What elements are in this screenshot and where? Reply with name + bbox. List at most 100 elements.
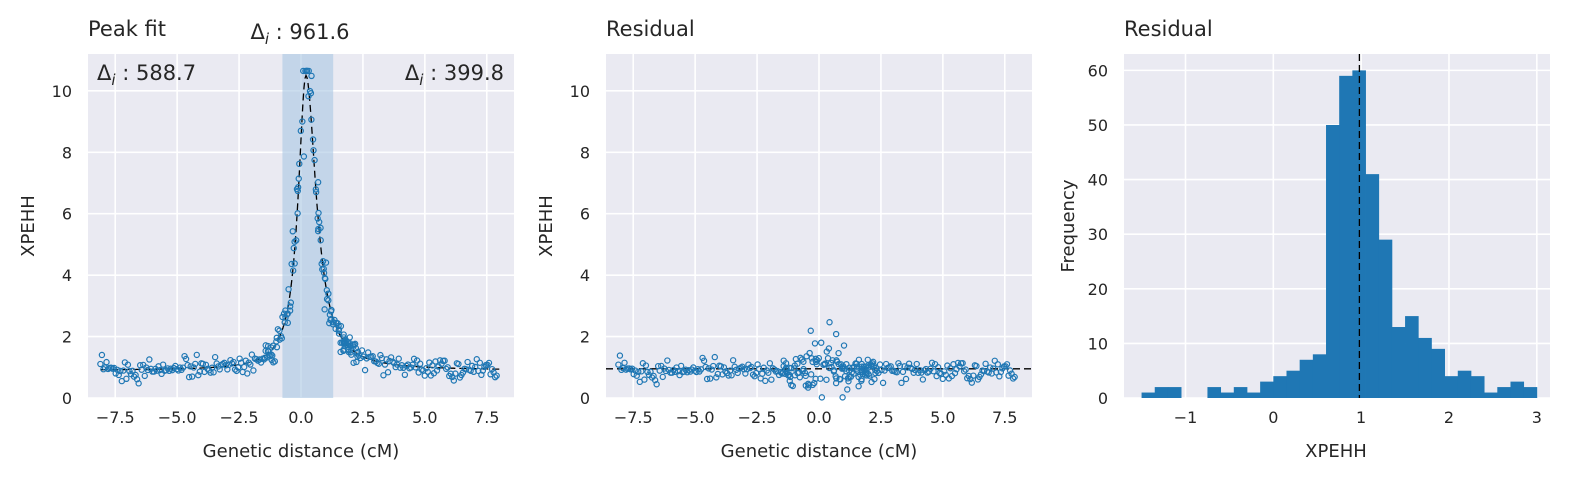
residual-histogram-panel: −1 0 1 2 3 0 10 20 30 40 50 60 Residual XPEHH Freq… <box>1058 17 1550 462</box>
data-point <box>233 367 240 375</box>
residual-scatter-x-ticks: −7.5 −5.0 −2.5 0.0 2.5 5.0 7.5 <box>614 408 1018 427</box>
histogram-bar <box>1431 348 1445 398</box>
data-point <box>184 361 191 369</box>
data-point <box>429 362 436 369</box>
data-point <box>444 364 451 371</box>
data-point <box>141 372 148 380</box>
x-tick-label: 7.5 <box>474 408 499 427</box>
residual-point <box>939 375 946 383</box>
residual-point <box>633 372 640 379</box>
residual-point <box>973 362 980 370</box>
data-point <box>452 370 459 377</box>
delta-annotation-right: Δi : 399.8 <box>405 61 504 89</box>
data-point <box>410 355 418 363</box>
data-point <box>285 286 292 293</box>
residual-point <box>807 327 814 334</box>
data-point <box>320 269 328 277</box>
residual-point <box>858 375 865 383</box>
residual-point <box>865 362 872 369</box>
residual-point <box>855 356 863 364</box>
residual-point <box>1011 373 1018 381</box>
residual-point <box>791 372 799 379</box>
data-point <box>423 365 430 372</box>
data-point <box>309 136 317 143</box>
residual-point <box>713 374 720 381</box>
residual-point <box>786 364 793 372</box>
x-tick-label: −7.5 <box>614 408 653 427</box>
data-point <box>340 331 347 338</box>
data-point <box>341 340 348 347</box>
data-point <box>421 372 428 379</box>
data-point <box>182 355 190 363</box>
histogram-bar <box>1523 387 1538 398</box>
y-tick-label: 0 <box>580 389 590 408</box>
y-tick-label: 0 <box>62 389 72 408</box>
residual-point <box>968 379 976 386</box>
residual-point <box>901 363 908 370</box>
residual-point <box>871 375 878 383</box>
x-tick-label: 0.0 <box>288 408 313 427</box>
residual-point <box>878 366 885 374</box>
y-tick-label: 40 <box>1088 171 1108 190</box>
data-point <box>315 218 323 226</box>
data-point <box>330 319 337 326</box>
y-tick-label: 2 <box>62 328 72 347</box>
data-point <box>361 366 369 374</box>
peak-fit-title: Peak fit <box>88 17 166 41</box>
data-point <box>307 89 315 97</box>
histogram-bar <box>1233 387 1248 398</box>
residual-point <box>791 362 798 369</box>
histogram-bar <box>1273 376 1287 398</box>
residual-point <box>863 370 870 377</box>
y-tick-label: 0 <box>1098 389 1108 408</box>
data-point <box>294 210 301 217</box>
data-point <box>345 346 352 354</box>
data-point <box>347 340 354 347</box>
delta-subscript: i <box>111 71 116 89</box>
residual-point <box>823 376 830 383</box>
data-point <box>188 373 196 380</box>
residual-point <box>780 357 787 364</box>
x-tick-label: 5.0 <box>412 408 437 427</box>
data-point <box>100 366 107 373</box>
data-point <box>317 237 324 244</box>
data-point <box>250 367 257 374</box>
data-point <box>295 175 302 182</box>
delta-subscript: i <box>419 71 424 89</box>
data-point <box>287 299 295 306</box>
data-point <box>493 372 500 379</box>
residual-point <box>806 349 813 357</box>
histogram-bar <box>1246 392 1261 398</box>
residual-point <box>808 355 815 362</box>
x-tick-label: 7.5 <box>992 408 1017 427</box>
data-point <box>321 306 328 313</box>
residual-point <box>840 342 848 349</box>
residual-point <box>982 360 989 368</box>
data-point <box>273 338 280 345</box>
data-point <box>159 361 167 368</box>
histogram-bar <box>1154 387 1169 398</box>
histogram-bar <box>1339 75 1353 398</box>
data-point <box>308 116 315 123</box>
residual-point <box>930 368 937 375</box>
data-point <box>97 360 104 368</box>
data-point <box>123 375 130 383</box>
residual-point <box>812 358 820 366</box>
y-tick-label: 6 <box>580 205 590 224</box>
residual-point <box>858 363 865 370</box>
residual-point <box>951 369 959 377</box>
x-tick-label: −5.0 <box>676 408 715 427</box>
data-point <box>320 265 327 273</box>
peak-fit-y-label: XPEHH <box>18 195 39 257</box>
residual-scatter-y-ticks: 0 2 4 6 8 10 <box>570 82 590 408</box>
data-point <box>261 354 269 361</box>
data-point <box>358 347 366 354</box>
residual-point <box>710 362 717 370</box>
data-point <box>447 370 454 377</box>
residual-point <box>879 379 887 387</box>
residual-point <box>659 373 666 381</box>
residual-scatter-y-label: XPEHH <box>536 195 557 257</box>
peak-fit-x-ticks: −7.5 −5.0 −2.5 0.0 2.5 5.0 7.5 <box>96 408 500 427</box>
residual-point <box>899 368 907 376</box>
